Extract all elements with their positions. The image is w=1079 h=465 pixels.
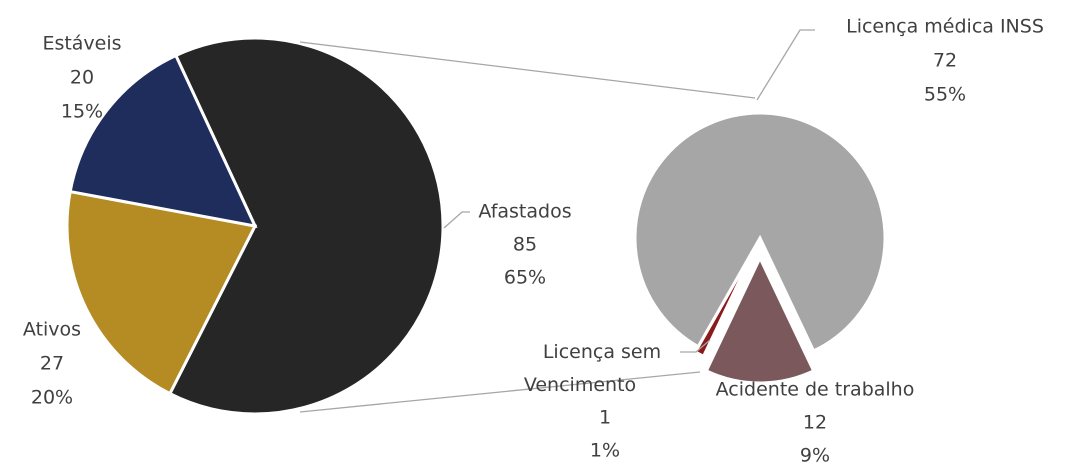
connector-line — [299, 371, 701, 413]
data-label: 1 — [599, 407, 611, 429]
data-label: 27 — [40, 353, 64, 375]
data-label: Licença sem Vencimento — [524, 341, 667, 396]
leader-line — [680, 339, 711, 353]
data-label: Estáveis — [42, 33, 121, 55]
data-label: 65% — [504, 267, 546, 289]
connector-line — [299, 41, 756, 99]
data-label: 12 — [803, 412, 827, 434]
leader-line — [756, 29, 815, 101]
pie-slice — [68, 53, 258, 229]
data-label: 1% — [590, 440, 620, 462]
data-label: 20% — [31, 387, 73, 409]
pie-slice — [633, 111, 887, 353]
data-label: Afastados — [478, 201, 571, 223]
leader-line — [443, 211, 470, 229]
data-label: 55% — [924, 84, 966, 106]
data-label: 20 — [70, 67, 94, 89]
data-label: Licença médica INSS — [846, 16, 1044, 38]
data-label: 15% — [61, 101, 103, 123]
data-label: 85 — [513, 234, 537, 256]
pie-slice — [704, 254, 816, 385]
data-label: Ativos — [23, 319, 81, 341]
pie-slice — [167, 36, 445, 416]
data-label: 72 — [933, 50, 957, 72]
data-label: 9% — [800, 445, 830, 465]
pie-slice — [65, 189, 258, 396]
data-label: Acidente de trabalho — [716, 379, 915, 401]
